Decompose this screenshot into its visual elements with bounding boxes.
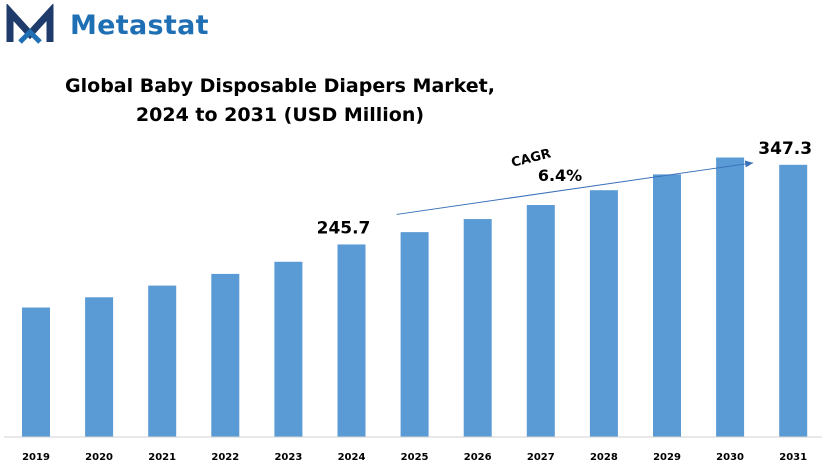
bar-2026 [463, 219, 492, 437]
data-label-2031: 347.3 [758, 139, 812, 159]
bar-2025 [400, 232, 429, 437]
x-tick-label-2022: 2022 [211, 452, 239, 463]
bar-2029 [653, 174, 681, 437]
x-tick-label-2024: 2024 [338, 452, 366, 463]
x-tick-label-2030: 2030 [716, 452, 744, 463]
bar-2022 [211, 273, 240, 437]
bar-2023 [274, 261, 303, 437]
bar-2027 [526, 205, 555, 437]
x-tick-label-2020: 2020 [85, 452, 113, 463]
chart-title: Global Baby Disposable Diapers Market, 2… [40, 72, 520, 130]
bar-2020 [85, 297, 114, 437]
x-tick-label-2029: 2029 [653, 452, 681, 463]
bar-2021 [148, 285, 177, 437]
x-tick-label-2021: 2021 [148, 452, 176, 463]
brand-logo: Metastat [6, 2, 216, 48]
x-tick-label-2019: 2019 [22, 452, 50, 463]
bar-2024 [337, 244, 366, 437]
bar-2019 [22, 307, 50, 437]
x-tick-label-2031: 2031 [779, 452, 807, 463]
bar-2028 [589, 190, 618, 437]
cagr-value: 6.4% [538, 166, 582, 185]
chart-title-line-1: Global Baby Disposable Diapers Market, [65, 75, 495, 97]
x-tick-label-2025: 2025 [401, 452, 429, 463]
bar-2030 [716, 157, 745, 437]
cagr-arrow-head [744, 160, 754, 168]
chart-title-line-2: 2024 to 2031 (USD Million) [135, 104, 425, 126]
cagr-arrow-line [396, 162, 754, 215]
x-tick-label-2028: 2028 [590, 452, 618, 463]
bar-2031 [779, 164, 808, 437]
x-tick-label-2023: 2023 [274, 452, 302, 463]
metastat-logo-icon [6, 2, 54, 44]
x-tick-label-2027: 2027 [527, 452, 555, 463]
x-tick-label-2026: 2026 [464, 452, 492, 463]
data-label-2024: 245.7 [317, 218, 371, 238]
brand-name: Metastat [70, 10, 209, 41]
